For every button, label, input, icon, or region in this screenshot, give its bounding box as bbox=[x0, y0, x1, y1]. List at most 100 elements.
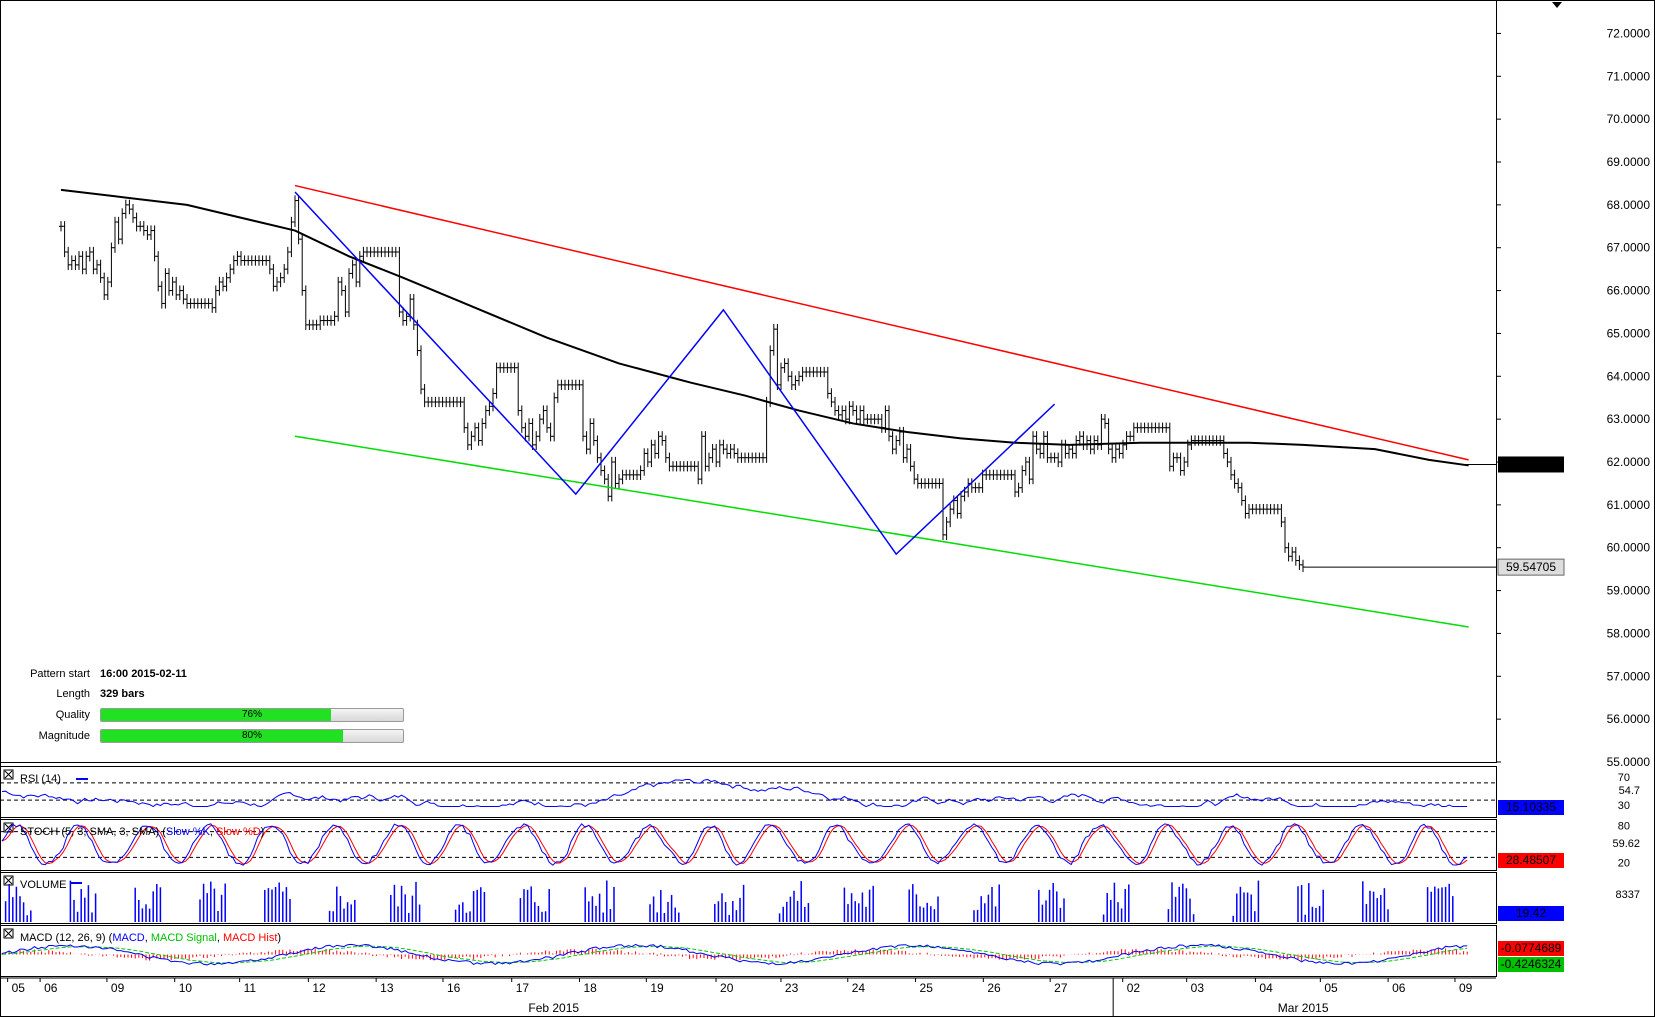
x-tick-label: 09 bbox=[1459, 981, 1473, 995]
rsi-level-label: 30 bbox=[1618, 800, 1630, 812]
macd-signal-line bbox=[1, 945, 1468, 964]
month-label: Feb 2015 bbox=[528, 1001, 579, 1015]
support-line bbox=[294, 435, 1469, 628]
volume-toggle-x bbox=[4, 876, 13, 885]
resistance-tag bbox=[1498, 456, 1564, 473]
stoch-k-line bbox=[1, 823, 1468, 866]
y-tick-label: 55.0000 bbox=[1607, 755, 1651, 769]
pattern-info: Pattern start 16:00 2015-02-11 Length 32… bbox=[0, 668, 420, 748]
length-value: 329 bars bbox=[100, 688, 145, 700]
y-tick-label: 66.0000 bbox=[1607, 284, 1651, 298]
rsi-panel-border bbox=[0, 766, 1497, 818]
rsi-level-label: 70 bbox=[1618, 772, 1630, 784]
x-tick-label: 26 bbox=[987, 981, 1001, 995]
x-tick-label: 05 bbox=[12, 981, 26, 995]
volume-label: VOLUME bbox=[20, 879, 66, 891]
magnitude-bar: 80% bbox=[100, 729, 404, 743]
length-label: Length bbox=[56, 688, 90, 700]
stoch-panel-border bbox=[0, 819, 1497, 871]
zigzag-line bbox=[294, 191, 1056, 556]
x-tick-label: 03 bbox=[1191, 981, 1205, 995]
stoch-value-tag bbox=[1498, 853, 1564, 868]
y-tick-label: 58.0000 bbox=[1607, 626, 1651, 640]
stoch-level-label: 80 bbox=[1618, 821, 1630, 833]
resistance-tag-text: 61.94214 bbox=[1506, 457, 1556, 471]
stoch-value-text: 28.48507 bbox=[1506, 853, 1556, 867]
moving-average-line bbox=[60, 188, 1469, 467]
stoch-d-line bbox=[1, 824, 1468, 866]
rsi-label: RSI (14) bbox=[20, 773, 61, 785]
macd-panel-border bbox=[0, 925, 1497, 977]
macd-signal-text: -0.4246324 bbox=[1501, 957, 1562, 971]
x-tick-label: 02 bbox=[1127, 981, 1141, 995]
x-tick-label: 25 bbox=[920, 981, 934, 995]
x-tick-label: 20 bbox=[720, 981, 734, 995]
volume-value-text: 19.42 bbox=[1516, 906, 1546, 920]
magnitude-fill bbox=[101, 730, 343, 742]
y-tick-label: 67.0000 bbox=[1607, 241, 1651, 255]
x-tick-label: 19 bbox=[650, 981, 664, 995]
pattern-start-label: Pattern start bbox=[30, 668, 90, 680]
main-panel-border bbox=[0, 0, 1497, 763]
x-tick-label: 06 bbox=[1392, 981, 1406, 995]
y-tick-label: 57.0000 bbox=[1607, 669, 1651, 683]
resistance-line bbox=[294, 184, 1469, 461]
stoch-scale: 59.62 bbox=[1612, 838, 1640, 850]
magnitude-percent: 80% bbox=[241, 730, 262, 741]
volume-scale: 8337 bbox=[1616, 889, 1640, 901]
rsi-line bbox=[1, 778, 1468, 808]
y-tick-label: 56.0000 bbox=[1607, 712, 1651, 726]
macd-value-tag bbox=[1498, 941, 1564, 956]
rsi-value-tag bbox=[1498, 800, 1564, 815]
stoch-label: STOCH (5, 3, SMA, 3, SMA) (Slow %K, Slow… bbox=[20, 826, 264, 838]
magnitude-label: Magnitude bbox=[38, 730, 90, 742]
last-price-tag bbox=[1497, 558, 1565, 576]
y-tick-label: 61.0000 bbox=[1607, 498, 1651, 512]
quality-label: Quality bbox=[55, 709, 90, 721]
macd-label: MACD (12, 26, 9) (MACD, MACD Signal, MAC… bbox=[20, 932, 281, 944]
x-tick-label: 04 bbox=[1259, 981, 1273, 995]
x-tick-label: 24 bbox=[852, 981, 866, 995]
last-price-tag-text: 59.54705 bbox=[1506, 560, 1556, 574]
x-tick-label: 09 bbox=[111, 981, 125, 995]
x-tick-label: 17 bbox=[516, 981, 530, 995]
price-axis: 72.0000 71.0000 70.0000 69.0000 68.0000 67.00… bbox=[1496, 26, 1650, 769]
volume-panel-border bbox=[0, 872, 1497, 924]
macd-value-text: -0.0774689 bbox=[1501, 941, 1562, 955]
time-axis: 05 06 09 10 11 12 13 16 17 18 19 20 23 24 25 26 27 02 03 04… bbox=[0, 977, 1496, 1016]
y-tick-label: 70.0000 bbox=[1607, 112, 1651, 126]
y-tick-label: 59.0000 bbox=[1607, 584, 1651, 598]
y-tick-label: 63.0000 bbox=[1607, 412, 1651, 426]
x-tick-label: 27 bbox=[1054, 981, 1068, 995]
rsi-value-text: 15.10335 bbox=[1506, 800, 1556, 814]
y-tick-label: 68.0000 bbox=[1607, 198, 1651, 212]
x-tick-label: 18 bbox=[583, 981, 597, 995]
stoch-toggle-x bbox=[4, 823, 13, 832]
quality-percent: 76% bbox=[241, 709, 262, 720]
macd-line bbox=[1, 943, 1468, 966]
y-tick-label: 69.0000 bbox=[1607, 155, 1651, 169]
scroll-marker-icon bbox=[1552, 2, 1562, 8]
x-tick-label: 11 bbox=[244, 981, 257, 995]
indicator-panels: 70 30 RSI (14) 54.7 15.10335 80 20 STOCH (5, 3,… bbox=[0, 766, 1640, 977]
x-tick-label: 05 bbox=[1324, 981, 1338, 995]
macd-toggle-x bbox=[4, 929, 13, 938]
y-tick-label: 72.0000 bbox=[1607, 26, 1651, 40]
rsi-toggle-x bbox=[4, 770, 13, 779]
stoch-level-label: 20 bbox=[1618, 857, 1630, 869]
x-tick-label: 23 bbox=[785, 981, 799, 995]
month-label: Mar 2015 bbox=[1278, 1001, 1329, 1015]
y-tick-label: 60.0000 bbox=[1607, 541, 1651, 555]
quality-fill bbox=[101, 709, 331, 721]
y-tick-label: 65.0000 bbox=[1607, 326, 1651, 340]
x-tick-label: 12 bbox=[312, 981, 326, 995]
x-tick-label: 16 bbox=[447, 981, 461, 995]
y-tick-label: 62.0000 bbox=[1607, 455, 1651, 469]
volume-value-tag bbox=[1498, 906, 1564, 921]
x-tick-label: 06 bbox=[44, 981, 58, 995]
x-tick-label: 13 bbox=[380, 981, 394, 995]
y-tick-label: 64.0000 bbox=[1607, 369, 1651, 383]
